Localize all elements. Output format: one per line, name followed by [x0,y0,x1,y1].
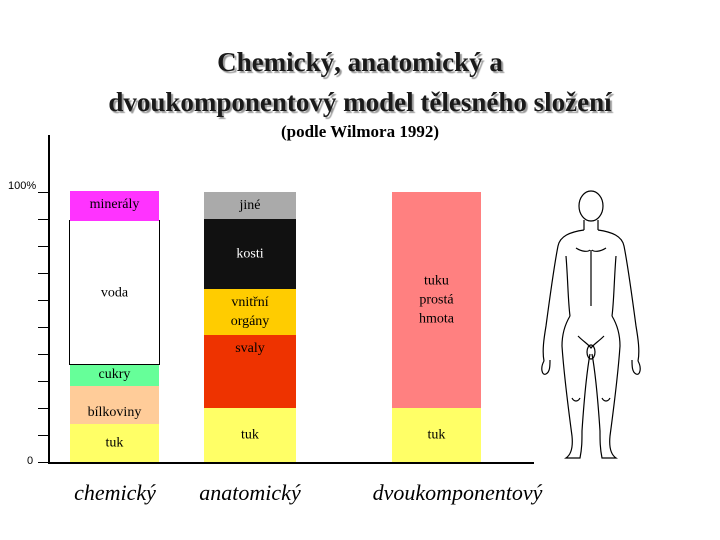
segment-label: voda [100,285,129,300]
segment-label: svaly [235,341,265,356]
segment-label: minerály [89,197,140,212]
y-axis-tick [38,462,49,463]
y-axis-tick [38,354,49,355]
column-label-chemicky: chemický [74,480,156,505]
segment-vnitřní-orgány: vnitřní orgány [204,289,296,335]
segment-label: tuku prostá hmota [419,273,454,327]
segment-label: kosti [236,246,264,262]
column-label-dvoukomponentovy: dvoukomponentový [372,480,543,505]
title-line-2: dvoukomponentový model tělesného složení [108,87,612,117]
segment-tuk: tuk [392,408,481,462]
y-axis-tick [38,435,49,436]
segment-tuku-prostá-hmota: tuku prostá hmota [392,192,481,408]
y-axis-tick [38,273,49,274]
segment-label: tuk [105,435,124,451]
segment-label: cukry [98,367,131,382]
subtitle: (podle Wilmora 1992) [280,122,440,141]
x-axis [48,462,534,464]
segment-tuk: tuk [70,424,159,462]
segment-minerály: minerály [70,191,159,221]
y-axis-tick [38,327,49,328]
segment-tuk: tuk [204,408,296,462]
y-axis-tick [38,219,49,220]
segment-kosti: kosti [204,219,296,289]
segment-label: tuk [241,427,259,443]
title-line-1: Chemický, anatomický a [217,47,503,77]
human-body-figure [541,190,641,459]
y-axis-tick [38,192,49,193]
column-chemicky: tuk bílkoviny cukry voda minerály [69,191,160,462]
y-axis-tick [38,246,49,247]
segment-label: jiné [239,198,261,213]
segment-bílkoviny: bílkoviny [70,386,159,424]
column-anatomicky: tuk svaly vnitřní orgány kosti jiné [204,192,296,462]
y-axis-tick [38,381,49,382]
y-axis [48,135,50,463]
column-label-anatomicky: anatomický [199,480,301,505]
segment-cukry: cukry [70,364,159,386]
segment-svaly: svaly [204,335,296,408]
segment-label: vnitřní orgány [230,295,270,329]
segment-label: bílkoviny [87,405,142,420]
y-axis-bottom-label: 0 [27,455,34,467]
y-axis-top-label: 100% [8,180,37,192]
column-dvoukomponentovy: tuk tuku prostá hmota [392,192,481,462]
segment-jiné: jiné [204,192,296,219]
segment-voda: voda [69,220,160,365]
segment-label: tuk [427,427,446,443]
y-axis-tick [38,408,49,409]
y-axis-tick [38,300,49,301]
